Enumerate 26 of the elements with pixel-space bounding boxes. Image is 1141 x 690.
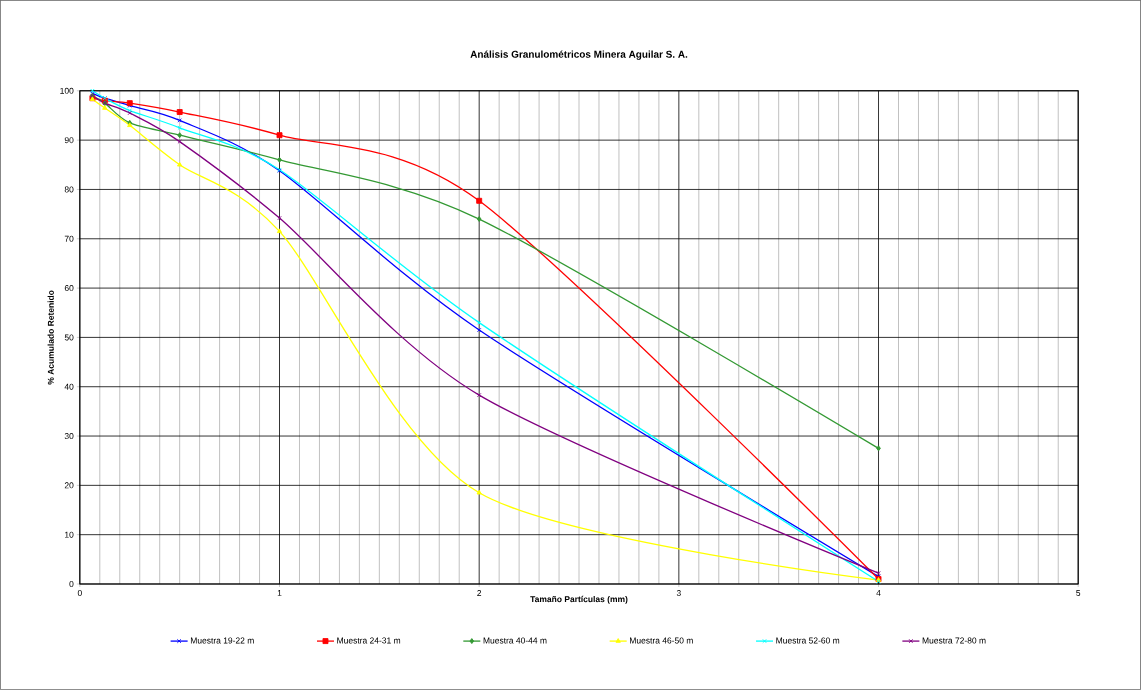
y-tick-label: 80 [64,186,74,193]
y-tick-label: 60 [64,285,74,292]
chart-title: Análisis Granulométricos Minera Aguilar S. A. [470,50,688,60]
y-tick-label: 20 [64,482,74,489]
x-axis-title: Tamaño Partículas (mm) [530,595,628,604]
y-tick-label: 50 [64,334,74,341]
y-tick-label: 70 [64,235,74,242]
legend-label: Muestra 19-22 m [190,637,254,644]
y-tick-label: 90 [64,137,74,144]
legend-label: Muestra 46-50 m [630,637,693,644]
y-tick-label: 10 [65,531,74,538]
y-tick-label: 30 [64,433,74,440]
x-tick-label: 2 [477,590,482,597]
x-tick-label: 4 [876,590,881,596]
x-tick-label: 3 [676,590,681,597]
x-tick-label: 1 [277,590,282,596]
y-tick-label: 0 [69,581,74,588]
legend-label: Muestra 40-44 m [483,637,547,644]
y-tick-label: 100 [60,87,74,94]
x-tick-label: 0 [77,590,82,597]
y-tick-label: 40 [64,383,74,390]
legend-label: Muestra 72-80 m [922,637,986,644]
x-tick-label: 5 [1076,590,1081,596]
legend-label: Muestra 24-31 m [337,637,401,644]
legend-label: Muestra 52-60 m [776,637,840,644]
y-axis-title: % Acumulado Retenido [47,290,54,385]
